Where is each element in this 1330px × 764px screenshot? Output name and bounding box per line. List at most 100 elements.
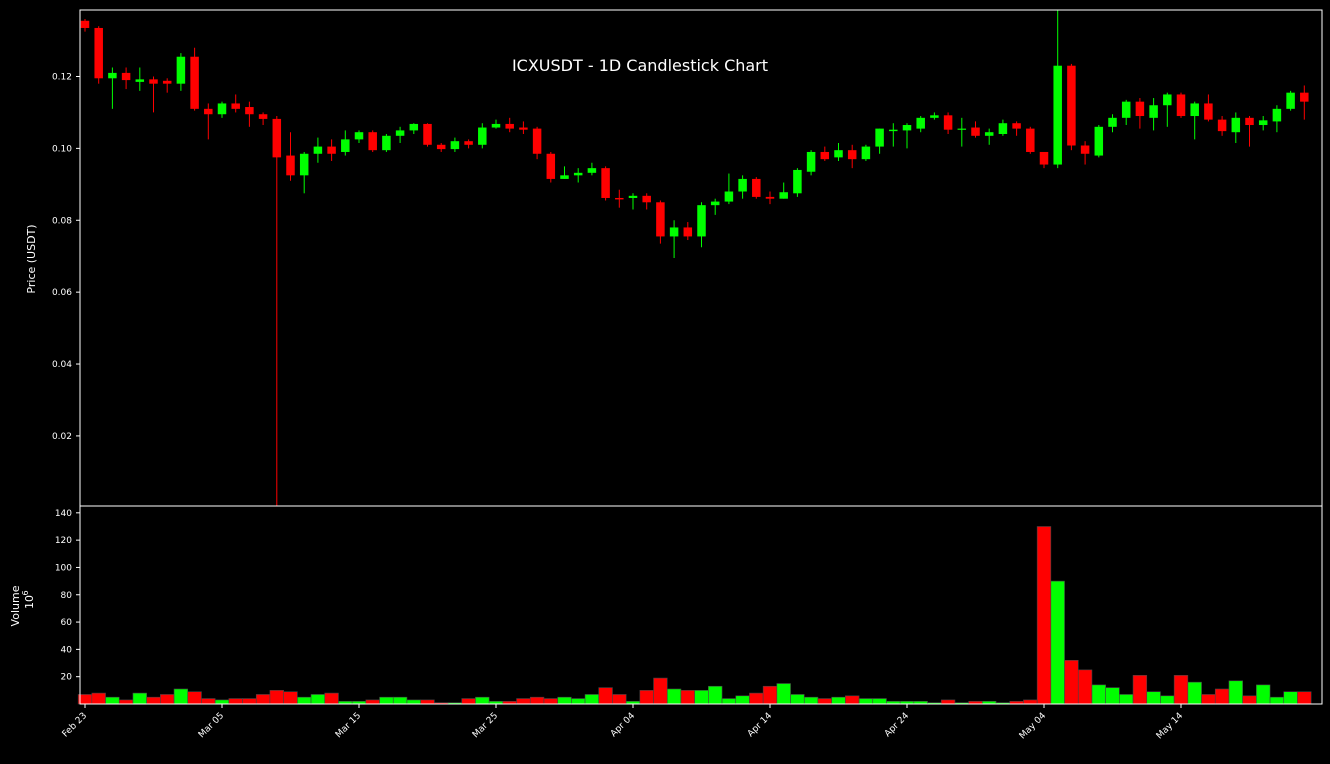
- volume-bar: [214, 699, 230, 705]
- candle-body: [601, 168, 610, 198]
- price-tick-label: 0.12: [52, 72, 72, 82]
- volume-bar: [187, 691, 202, 705]
- volume-bar: [708, 685, 723, 705]
- volume-bar: [803, 696, 819, 705]
- volume-bar: [845, 695, 860, 705]
- volume-bar: [1187, 681, 1202, 705]
- candle-body: [135, 79, 145, 82]
- candle-body: [546, 153, 556, 179]
- volume-bar: [310, 694, 326, 705]
- candle-body: [231, 103, 240, 109]
- volume-bar: [1119, 694, 1134, 705]
- candle-body: [1135, 101, 1145, 117]
- volume-bar: [762, 685, 778, 705]
- price-tick-label: 0.06: [52, 288, 72, 298]
- candle-body: [1012, 123, 1021, 129]
- candle-body: [327, 146, 336, 154]
- volume-bar: [228, 698, 243, 705]
- volume-bar: [1036, 526, 1052, 705]
- volume-bar: [173, 688, 189, 705]
- candle-body: [902, 125, 912, 131]
- volume-tick-label: 120: [55, 536, 72, 546]
- candle-body: [1231, 117, 1241, 133]
- volume-bar: [297, 696, 312, 705]
- candle-body: [779, 192, 788, 199]
- candle-body: [820, 151, 830, 160]
- volume-tick-label: 140: [55, 509, 72, 519]
- candle-body: [313, 146, 323, 154]
- volume-bar: [653, 677, 668, 705]
- volume-bar: [529, 696, 545, 705]
- candle-body: [669, 227, 679, 237]
- candle-body: [1108, 117, 1117, 127]
- volume-bar: [571, 698, 586, 705]
- price-tick-label: 0.10: [52, 144, 72, 154]
- volume-panel: 20 40 60 80 100 120 140: [55, 509, 1312, 705]
- volume-bar: [379, 696, 394, 705]
- volume-bar: [872, 698, 887, 705]
- volume-bar: [598, 687, 613, 705]
- candle-body: [615, 197, 624, 200]
- candle-body: [1245, 117, 1254, 126]
- volume-axis-label: Volume: [9, 585, 22, 626]
- volume-bar: [1146, 691, 1161, 705]
- candle-body: [341, 139, 350, 152]
- price-panel: 0.02 0.04 0.06 0.08 0.10 0.12: [52, 10, 1309, 506]
- volume-bar: [639, 690, 654, 705]
- candle-body: [505, 123, 514, 129]
- volume-bar: [365, 699, 380, 705]
- price-tick-label: 0.04: [52, 360, 72, 370]
- candle-body: [573, 172, 583, 176]
- candle-body: [1080, 145, 1090, 154]
- candle-body: [710, 201, 720, 206]
- volume-bar: [735, 695, 750, 705]
- volume-bar: [146, 696, 161, 705]
- volume-bar: [1256, 684, 1271, 705]
- volume-bar: [324, 692, 339, 705]
- candle-body: [683, 227, 693, 237]
- volume-tick-label: 20: [61, 673, 73, 683]
- volume-bar: [1228, 680, 1243, 705]
- volume-bar: [475, 696, 490, 705]
- volume-bar: [749, 692, 764, 705]
- candle-body: [889, 129, 898, 132]
- candle-body: [847, 150, 857, 160]
- candle-body: [752, 178, 761, 197]
- candle-body: [560, 175, 569, 179]
- volume-bar: [1297, 691, 1312, 705]
- candle-body: [286, 155, 295, 176]
- candle-body: [258, 114, 268, 119]
- volume-bar: [406, 699, 421, 705]
- candle-body: [1053, 65, 1062, 165]
- candle-body: [1176, 94, 1186, 117]
- volume-bar: [516, 698, 531, 705]
- candle-body: [204, 108, 213, 115]
- candle-body: [382, 135, 391, 151]
- candle-body: [423, 123, 432, 145]
- candle-body: [1272, 108, 1282, 122]
- volume-panel-frame: [79, 505, 1323, 705]
- volume-tick-label: 100: [55, 563, 72, 573]
- candle-body: [108, 72, 117, 79]
- volume-bar: [666, 688, 682, 705]
- candle-body: [1094, 126, 1104, 156]
- volume-bar: [118, 699, 134, 705]
- chart-title: ICXUSDT - 1D Candlestick Chart: [512, 56, 768, 75]
- candle-body: [834, 150, 843, 158]
- volume-bar: [940, 699, 956, 705]
- candle-body: [80, 20, 90, 28]
- volume-bar: [680, 690, 695, 705]
- candle-body: [793, 169, 802, 194]
- volume-tick-label: 40: [61, 645, 73, 655]
- candle-body: [587, 168, 597, 173]
- volume-bar: [612, 694, 627, 705]
- candle-body: [436, 144, 446, 150]
- volume-bar: [132, 692, 147, 705]
- volume-bar: [1023, 699, 1038, 705]
- candle-body: [245, 107, 254, 115]
- candle-body: [478, 127, 487, 145]
- candle-body: [1026, 128, 1035, 152]
- candle-body: [984, 132, 994, 136]
- volume-bar: [1132, 675, 1148, 705]
